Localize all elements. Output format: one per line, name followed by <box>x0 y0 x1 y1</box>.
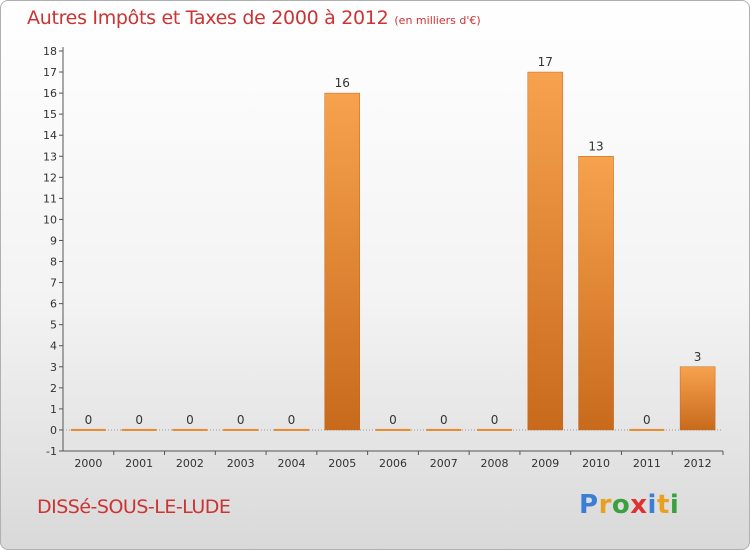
bar-2010 <box>578 156 614 431</box>
x-tick-label: 2002 <box>176 457 204 470</box>
bar-2002 <box>172 428 208 431</box>
bar-2005 <box>324 92 360 431</box>
y-tick-label: 10 <box>43 213 57 226</box>
x-tick-label: 2007 <box>430 457 458 470</box>
bar-2007 <box>426 428 462 431</box>
y-tick-label: 1 <box>50 403 57 416</box>
commune-name: DISSé-SOUS-LE-LUDE <box>37 496 231 518</box>
y-tick-label: 7 <box>50 277 57 290</box>
data-label-2006: 0 <box>389 413 397 427</box>
brand-letter: i <box>647 490 657 520</box>
chart-axes <box>62 47 723 452</box>
x-tick-label: 2006 <box>379 457 407 470</box>
data-label-2009: 17 <box>538 55 553 69</box>
y-tick-label: 5 <box>50 319 57 332</box>
brand-letter: x <box>630 490 648 520</box>
data-label-2008: 0 <box>491 413 499 427</box>
y-tick-label: 13 <box>43 150 57 163</box>
x-tick-label: 2000 <box>74 457 102 470</box>
y-tick-label: 4 <box>50 340 57 353</box>
y-tick-label: 2 <box>50 382 57 395</box>
data-label-2012: 3 <box>694 350 702 364</box>
chart-subtitle: (en milliers d'€) <box>394 14 481 27</box>
bar-2009 <box>527 71 564 431</box>
y-tick-label: 3 <box>50 361 57 374</box>
data-label-2010: 13 <box>588 139 603 153</box>
brand-logo: Proxiti <box>579 490 679 520</box>
y-tick-label: -1 <box>46 445 57 458</box>
data-label-2007: 0 <box>440 413 448 427</box>
data-label-2000: 0 <box>85 413 93 427</box>
y-tick-label: 6 <box>50 298 57 311</box>
x-tick-label: 2012 <box>684 457 712 470</box>
bar-2001 <box>121 428 157 431</box>
y-tick-label: 15 <box>43 108 57 121</box>
y-tick-label: 18 <box>43 45 57 58</box>
bar-2006 <box>375 428 411 431</box>
y-tick-label: 8 <box>50 256 57 269</box>
x-tick-label: 2005 <box>328 457 356 470</box>
bar-2004 <box>273 428 309 431</box>
data-label-2011: 0 <box>643 413 651 427</box>
x-tick-label: 2003 <box>227 457 255 470</box>
bar-2012 <box>679 366 716 431</box>
y-tick-label: 17 <box>43 66 57 79</box>
y-tick-label: 14 <box>43 129 57 142</box>
y-tick-label: 16 <box>43 87 57 100</box>
data-label-2003: 0 <box>237 413 245 427</box>
brand-letter: o <box>611 490 631 520</box>
bar-2003 <box>223 428 259 431</box>
data-label-2002: 0 <box>186 413 194 427</box>
y-tick-label: 11 <box>43 192 57 205</box>
brand-letter: t <box>656 490 670 520</box>
bar-2011 <box>629 428 665 431</box>
x-axis-ticks: 2000 2001 2002 2003 2004 2005 2006 2007 2008 2009… <box>74 451 724 470</box>
data-label-2005: 16 <box>335 76 350 90</box>
x-tick-label: 2004 <box>277 457 305 470</box>
brand-letter: P <box>579 490 599 520</box>
chart-title-text: Autres Impôts et Taxes de 2000 à 2012 <box>27 7 389 29</box>
bars <box>70 71 716 431</box>
bar-2008 <box>477 428 513 431</box>
data-label-2004: 0 <box>288 413 296 427</box>
data-labels: 0 0 0 0 0 16 0 0 0 17 13 0 3 <box>85 55 702 427</box>
chart-title: Autres Impôts et Taxes de 2000 à 2012 (en… <box>27 7 481 29</box>
y-tick-label: 12 <box>43 171 57 184</box>
brand-letter: i <box>669 490 680 520</box>
y-tick-label: 0 <box>50 424 57 437</box>
x-tick-label: 2001 <box>125 457 153 470</box>
bar-2000 <box>70 428 106 431</box>
x-tick-label: 2009 <box>531 457 559 470</box>
x-tick-label: 2008 <box>481 457 509 470</box>
data-label-2001: 0 <box>135 413 143 427</box>
brand-letter: r <box>598 490 612 520</box>
x-tick-label: 2010 <box>582 457 610 470</box>
x-tick-label: 2011 <box>633 457 661 470</box>
y-tick-label: 9 <box>50 234 57 247</box>
